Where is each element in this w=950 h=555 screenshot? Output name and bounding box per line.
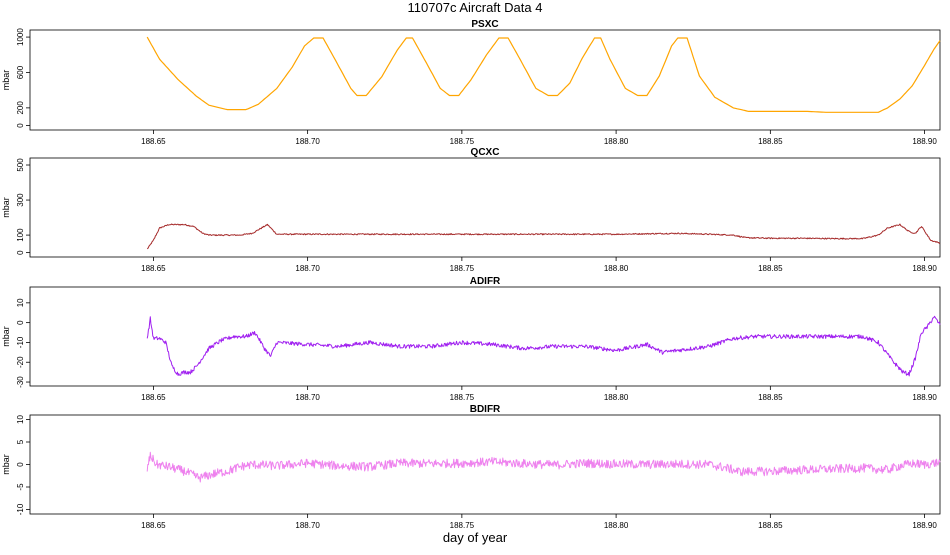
x-tick-label: 188.65 [141, 393, 166, 402]
y-axis-label: mbar [1, 197, 11, 218]
y-tick-label: 10 [16, 415, 25, 424]
y-tick-label: -10 [16, 336, 25, 348]
x-tick-label: 188.85 [758, 521, 783, 530]
x-tick-label: 188.90 [912, 264, 937, 273]
x-tick-label: 188.85 [758, 393, 783, 402]
x-tick-label: 188.65 [141, 521, 166, 530]
y-tick-label: 500 [16, 158, 25, 172]
x-tick-label: 188.85 [758, 137, 783, 146]
series-line-bdifr [146, 451, 941, 483]
panel-title: BDIFR [470, 404, 501, 415]
series-line-qcxc [146, 223, 941, 250]
x-tick-label: 188.70 [295, 137, 320, 146]
plot-frame [29, 29, 941, 131]
x-tick-label: 188.85 [758, 264, 783, 273]
series-line-adifr [146, 315, 941, 377]
figure-title: 110707c Aircraft Data 4 [407, 0, 543, 15]
x-tick-label: 188.70 [295, 264, 320, 273]
y-tick-label: -20 [16, 356, 25, 368]
y-tick-label: -5 [16, 483, 25, 491]
y-tick-label: 5 [16, 439, 25, 444]
x-tick-label: 188.90 [912, 521, 937, 530]
y-axis-label: mbar [1, 326, 11, 347]
panel-bdifr: BDIFR mbar -10 -5 0 5 10 188.65 188.70 188.75 188.… [1, 404, 941, 530]
x-tick-label: 188.65 [141, 264, 166, 273]
y-tick-label: 0 [16, 462, 25, 467]
x-tick-label: 188.70 [295, 393, 320, 402]
y-tick-label: 0 [16, 123, 25, 128]
x-tick-label: 188.75 [450, 521, 475, 530]
y-tick-label: 200 [16, 101, 25, 115]
x-tick-label: 188.70 [295, 521, 320, 530]
y-tick-label: 600 [16, 65, 25, 79]
x-tick-label: 188.80 [604, 521, 629, 530]
plot-frame [29, 286, 941, 387]
y-tick-label: -10 [16, 503, 25, 515]
x-tick-label: 188.75 [450, 393, 475, 402]
y-tick-label: 10 [16, 298, 25, 307]
panel-adifr: ADIFR mbar -30 -20 -10 0 10 188.65 188.70 188.75 1… [1, 276, 941, 402]
y-axis-label: mbar [1, 454, 11, 475]
series-line-psxc [146, 36, 941, 113]
x-axis-label: day of year [442, 530, 508, 545]
y-tick-label: 0 [16, 250, 25, 255]
plot-frame [29, 157, 941, 258]
y-tick-label: 0 [16, 320, 25, 325]
y-tick-label: 300 [16, 193, 25, 207]
x-tick-label: 188.80 [604, 137, 629, 146]
x-tick-label: 188.65 [141, 137, 166, 146]
panel-title: ADIFR [470, 276, 501, 287]
x-tick-label: 188.75 [450, 264, 475, 273]
panel-psxc: PSXC mbar 0 200 600 1000 188.65 188.70 188.75 188… [1, 19, 941, 146]
x-tick-label: 188.90 [912, 137, 937, 146]
panel-title: PSXC [471, 19, 498, 30]
panel-qcxc: QCXC mbar 0 100 300 500 188.65 188.70 188.75 188.… [1, 147, 941, 273]
panel-title: QCXC [471, 147, 500, 158]
x-tick-label: 188.80 [604, 393, 629, 402]
x-tick-label: 188.90 [912, 393, 937, 402]
y-axis-label: mbar [1, 70, 11, 91]
y-tick-label: 100 [16, 228, 25, 242]
y-tick-label: 1000 [16, 28, 25, 46]
x-tick-label: 188.75 [450, 137, 475, 146]
x-tick-label: 188.80 [604, 264, 629, 273]
y-tick-label: -30 [16, 376, 25, 388]
